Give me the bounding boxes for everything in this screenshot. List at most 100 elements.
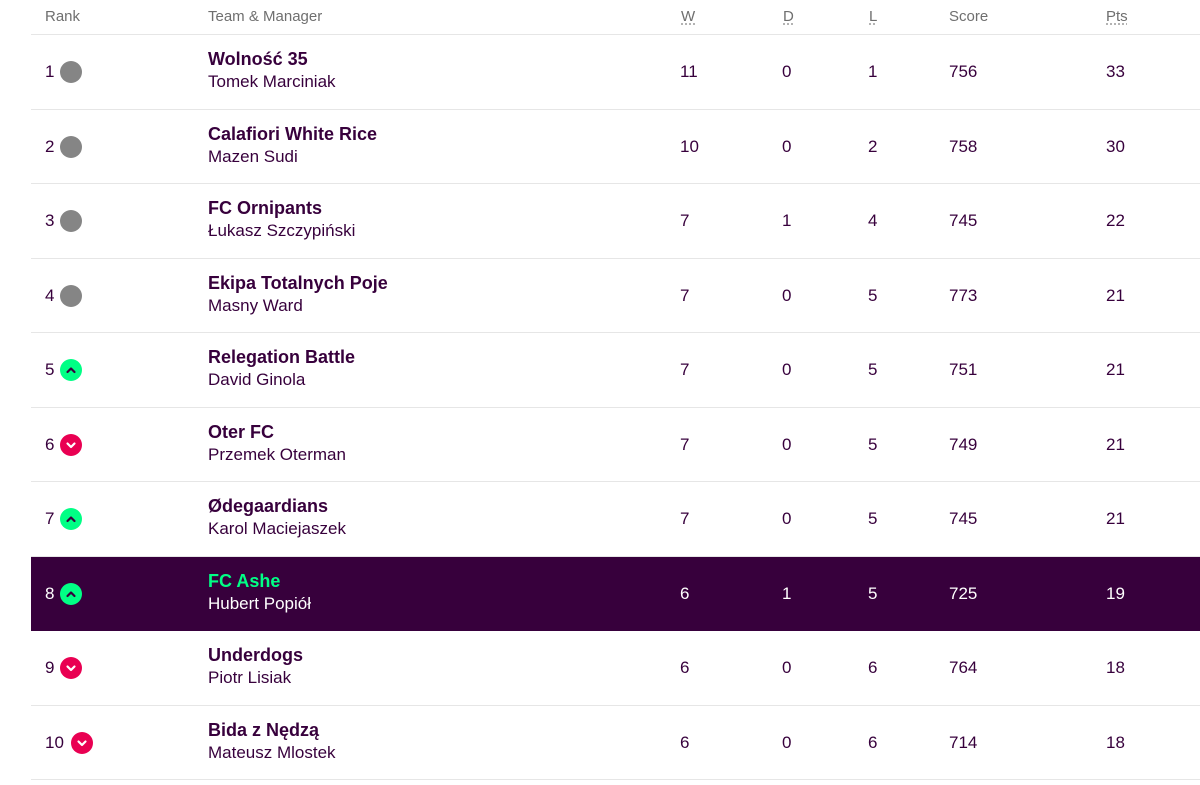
manager-name: David Ginola	[208, 370, 306, 389]
losses-value: 6	[868, 732, 878, 752]
wins-value: 6	[680, 658, 690, 677]
team-name-link[interactable]: FC Ashe	[208, 570, 281, 591]
header-score[interactable]: Score	[949, 8, 989, 25]
points-value: 22	[1106, 211, 1125, 230]
chevron-up-icon	[60, 359, 82, 381]
points-value: 21	[1106, 285, 1125, 305]
score-value: 725	[949, 583, 978, 603]
table-row[interactable]: 8 FC Ashe Hubert Popiół 6 1 5 725 19	[31, 556, 1200, 631]
rank-number: 10	[45, 732, 64, 752]
no-change-icon	[60, 135, 82, 158]
losses-value: 5	[868, 434, 878, 454]
points-value: 30	[1106, 136, 1125, 156]
wins-value: 7	[680, 434, 690, 454]
draws-value: 1	[782, 211, 792, 230]
team-name-link[interactable]: Underdogs	[208, 645, 304, 665]
table-row[interactable]: 3 FC Ornipants Łukasz Szczypiński 7 1 4 …	[31, 184, 1200, 259]
chevron-down-icon	[60, 657, 82, 679]
score-value: 745	[949, 509, 978, 528]
rank-number: 7	[45, 509, 55, 528]
wins-value: 11	[680, 62, 698, 81]
losses-value: 5	[868, 360, 878, 379]
wins-value: 7	[680, 509, 690, 528]
draws-value: 0	[782, 360, 792, 379]
losses-value: 1	[868, 62, 878, 81]
draws-value: 0	[782, 658, 792, 677]
team-name-link[interactable]: Ekipa Totalnych Poje	[208, 272, 388, 293]
table-row[interactable]: 6 Oter FC Przemek Oterman 7 0 5 749 21	[31, 408, 1200, 482]
header-wins[interactable]: W	[681, 8, 696, 25]
no-change-icon	[60, 61, 82, 83]
losses-value: 2	[868, 136, 878, 156]
losses-value: 5	[868, 509, 878, 528]
wins-value: 7	[680, 285, 690, 305]
table-row[interactable]: 10 Bida z Nędzą Mateusz Mlostek 6 0 6 71…	[31, 706, 1200, 780]
rank-number: 2	[45, 136, 55, 156]
rank-number: 9	[45, 658, 55, 677]
table-row[interactable]: 9 Underdogs Piotr Lisiak 6 0 6 764 18	[31, 631, 1200, 706]
table-row[interactable]: 2 Calafiori White Rice Mazen Sudi 10 0 2…	[31, 110, 1200, 184]
manager-name: Masny Ward	[208, 295, 303, 315]
draws-value: 1	[782, 583, 792, 603]
rank-number: 1	[45, 62, 55, 81]
manager-name: Przemek Oterman	[208, 444, 346, 464]
manager-name: Piotr Lisiak	[208, 668, 292, 687]
draws-value: 0	[782, 136, 792, 156]
header-losses[interactable]: L	[869, 8, 878, 25]
table-row[interactable]: 4 Ekipa Totalnych Poje Masny Ward 7 0 5 …	[31, 259, 1200, 333]
no-change-icon	[60, 210, 82, 232]
losses-value: 4	[868, 211, 878, 230]
score-value: 756	[949, 62, 978, 81]
rank-number: 3	[45, 211, 55, 230]
header-points[interactable]: Pts	[1106, 8, 1128, 25]
no-change-icon	[60, 284, 82, 307]
team-name-link[interactable]: FC Ornipants	[208, 198, 323, 218]
points-value: 21	[1106, 434, 1125, 454]
table-body: 1 Wolność 35 Tomek Marciniak 11 0 1 756 …	[31, 35, 1200, 780]
score-value: 714	[949, 732, 978, 752]
score-value: 773	[949, 285, 978, 305]
header-rank[interactable]: Rank	[45, 8, 81, 25]
losses-value: 6	[868, 658, 878, 677]
chevron-down-icon	[60, 433, 82, 456]
header-team-manager: Team & Manager	[208, 8, 323, 25]
chevron-up-icon	[60, 582, 82, 605]
score-value: 758	[949, 136, 978, 156]
team-name-link[interactable]: Bida z Nędzą	[208, 719, 320, 740]
manager-name: Mateusz Mlostek	[208, 742, 336, 762]
table-row[interactable]: 5 Relegation Battle David Ginola 7 0 5 7…	[31, 333, 1200, 408]
points-value: 33	[1106, 62, 1125, 81]
score-value: 751	[949, 360, 978, 379]
points-value: 21	[1106, 360, 1125, 379]
draws-value: 0	[782, 509, 792, 528]
draws-value: 0	[782, 62, 792, 81]
team-name-link[interactable]: Relegation Battle	[208, 347, 356, 367]
manager-name: Hubert Popiół	[208, 593, 312, 613]
header-draws[interactable]: D	[783, 8, 794, 25]
wins-value: 6	[680, 583, 690, 603]
manager-name: Tomek Marciniak	[208, 72, 336, 91]
table-header: Rank Team & Manager W D L Score Pts	[31, 0, 1200, 35]
chevron-up-icon	[60, 508, 82, 530]
score-value: 745	[949, 211, 978, 230]
rank-number: 6	[45, 434, 55, 454]
score-value: 749	[949, 434, 978, 454]
team-name-link[interactable]: Oter FC	[208, 421, 275, 442]
team-name-link[interactable]: Ødegaardians	[208, 496, 329, 516]
team-name-link[interactable]: Wolność 35	[208, 49, 308, 69]
manager-name: Mazen Sudi	[208, 146, 298, 166]
table-row[interactable]: 7 Ødegaardians Karol Maciejaszek 7 0 5 7…	[31, 482, 1200, 557]
chevron-down-icon	[71, 731, 93, 754]
losses-value: 5	[868, 285, 878, 305]
points-value: 18	[1106, 732, 1125, 752]
rank-number: 5	[45, 360, 55, 379]
wins-value: 7	[680, 360, 690, 379]
manager-name: Łukasz Szczypiński	[208, 221, 356, 240]
draws-value: 0	[782, 732, 792, 752]
points-value: 18	[1106, 658, 1125, 677]
wins-value: 7	[680, 211, 690, 230]
table-row[interactable]: 1 Wolność 35 Tomek Marciniak 11 0 1 756 …	[31, 35, 1200, 110]
team-name-link[interactable]: Calafiori White Rice	[208, 123, 378, 144]
draws-value: 0	[782, 434, 792, 454]
rank-number: 8	[45, 583, 55, 603]
